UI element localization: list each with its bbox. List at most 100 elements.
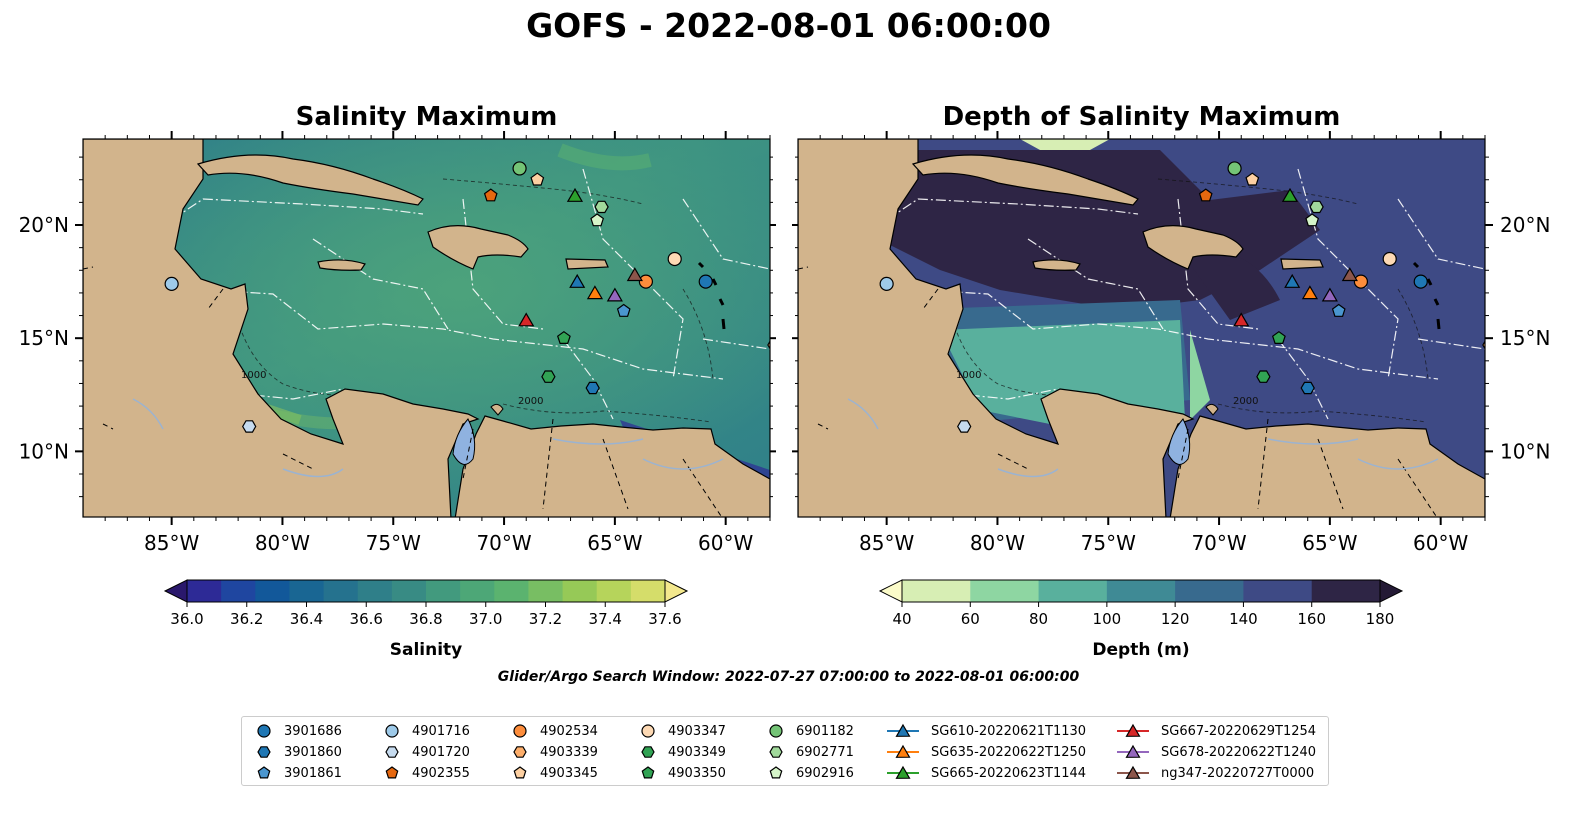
- legend-label: 4901716: [412, 723, 470, 739]
- lon-tick-label: 60°W: [698, 531, 753, 555]
- legend-item: 4901716: [382, 721, 470, 741]
- legend-marker: [641, 724, 655, 738]
- legend-marker-4902534: [513, 724, 527, 738]
- obs-marker-4901716: [164, 276, 179, 291]
- lat-tick-label-right: 10°N: [1500, 439, 1550, 463]
- lat-tick-label-left: 20°N: [19, 213, 69, 237]
- obs-marker-4901720: [242, 420, 257, 433]
- obs-marker-3901686: [698, 274, 713, 289]
- colorbar-segment: [1243, 580, 1313, 602]
- colorbar-tick-label: 80: [1029, 610, 1048, 628]
- legend-marker: [769, 724, 783, 738]
- colorbar-tick-label: 60: [961, 610, 980, 628]
- lon-tick-label: 80°W: [970, 531, 1025, 555]
- obs-marker-4902355: [483, 188, 498, 202]
- legend-item: 6902771: [766, 742, 854, 762]
- lat-tick-label-right: 15°N: [1500, 326, 1550, 350]
- colorbar-segment: [460, 580, 495, 602]
- colorbar-extend-low: [163, 579, 188, 603]
- legend-marker: [769, 746, 783, 758]
- obs-marker-3901860: [585, 381, 600, 395]
- legend-label: 4903345: [540, 765, 598, 781]
- colorbar-tick-label: 40: [892, 610, 911, 628]
- obs-marker-4903350: [556, 330, 571, 344]
- legend-marker: [769, 766, 783, 779]
- lat-tick-label-right: 20°N: [1500, 213, 1550, 237]
- obs-marker-4901716: [879, 276, 894, 291]
- legend-label: ng347-20220727T0000: [1161, 765, 1315, 781]
- obs-marker-ng347-20220727t0000: [1341, 267, 1358, 282]
- colorbar-extend-high: [664, 579, 689, 603]
- legend-item: SG665-20220623T1144: [885, 763, 1086, 783]
- legend-marker: [1117, 765, 1149, 779]
- legend-marker: [257, 766, 271, 779]
- legend-item: 4903349: [638, 742, 726, 762]
- obs-marker-4903347: [1382, 251, 1397, 267]
- colorbar-tick-label: 180: [1366, 610, 1395, 628]
- legend-marker: [257, 746, 271, 758]
- salinity-colorbar: 36.0 36.2 36.4 36.6 36.8 37.0 37.2 37.4 37.6: [163, 579, 689, 628]
- salinity-colorbar-label: Salinity: [389, 640, 463, 660]
- legend-label: 4903349: [668, 744, 726, 760]
- legend-marker: [887, 723, 919, 737]
- colorbar-tick-label: 37.0: [469, 610, 502, 628]
- legend-marker-3901860: [257, 746, 271, 758]
- obs-marker-sg678-20220622t1240: [1321, 287, 1338, 302]
- colorbar-segment: [1175, 580, 1244, 602]
- legend-item: 3901860: [254, 742, 342, 762]
- colorbar-tick-label: 36.0: [170, 610, 203, 628]
- obs-marker-4903347: [667, 251, 682, 267]
- colorbar-segment: [494, 580, 529, 602]
- obs-marker-sg665-20220623t1144: [566, 187, 584, 202]
- legend-marker-4903349: [641, 746, 655, 758]
- colorbar-segment: [902, 580, 971, 602]
- obs-marker-sg665-20220623t1144: [1281, 187, 1299, 202]
- legend-item: 6902916: [766, 763, 854, 783]
- obs-marker-sg667-20220629t1254: [1233, 312, 1250, 327]
- legend-label: 4903339: [540, 744, 598, 760]
- colorbar-segment: [391, 580, 427, 602]
- colorbar-tick-label: 37.2: [529, 610, 562, 628]
- legend-item: ng347-20220727T0000: [1115, 763, 1314, 783]
- lat-tick-label-left: 10°N: [19, 439, 69, 463]
- obs-marker-6901182: [1227, 161, 1242, 176]
- legend-label: 3901860: [284, 744, 342, 760]
- legend-marker: [513, 724, 527, 738]
- legend-marker-6902916: [769, 766, 783, 779]
- legend-marker-sg665-20220623t1144: [895, 765, 911, 779]
- bathy-label-2000-left: 2000: [518, 396, 543, 407]
- obs-marker-4903349: [1256, 370, 1271, 383]
- legend-item: 4903339: [510, 742, 598, 762]
- legend-item: 4901720: [382, 742, 470, 762]
- legend-marker: [641, 746, 655, 758]
- right-panel-title: Depth of Salinity Maximum: [942, 102, 1341, 132]
- legend-marker-6902771: [769, 746, 783, 758]
- obs-marker-6902916: [1305, 213, 1320, 227]
- obs-marker-6902916: [590, 213, 605, 227]
- colorbar-segment: [289, 580, 325, 602]
- colorbar-tick-label: 120: [1161, 610, 1190, 628]
- legend-marker-ng347-20220727t0000: [1125, 765, 1141, 779]
- legend-label: 6902771: [796, 744, 854, 760]
- colorbar-tick-label: 37.4: [589, 610, 622, 628]
- legend-item: SG610-20220621T1130: [885, 721, 1086, 741]
- lon-tick-label: 60°W: [1413, 531, 1468, 555]
- legend-label: SG610-20220621T1130: [931, 723, 1087, 739]
- obs-marker-4903349: [541, 370, 556, 383]
- obs-marker-3901860: [1300, 381, 1315, 395]
- obs-marker-3901861: [616, 303, 631, 317]
- obs-marker-4902534: [1353, 274, 1368, 289]
- colorbar-tick-label: 37.6: [648, 610, 681, 628]
- legend-label: 3901861: [284, 765, 342, 781]
- obs-marker-3901861: [1331, 303, 1346, 317]
- colorbar-segment: [596, 580, 632, 602]
- obs-marker-4902355: [1198, 188, 1213, 202]
- obs-marker-4903345: [1245, 172, 1260, 186]
- legend-label: 6902916: [796, 765, 854, 781]
- legend-marker: [385, 724, 399, 738]
- colorbar-tick-label: 140: [1229, 610, 1258, 628]
- salinity-map: 1000 2000: [83, 139, 770, 517]
- left-panel-title: Salinity Maximum: [295, 102, 558, 132]
- colorbar-extend-high: [1379, 579, 1404, 603]
